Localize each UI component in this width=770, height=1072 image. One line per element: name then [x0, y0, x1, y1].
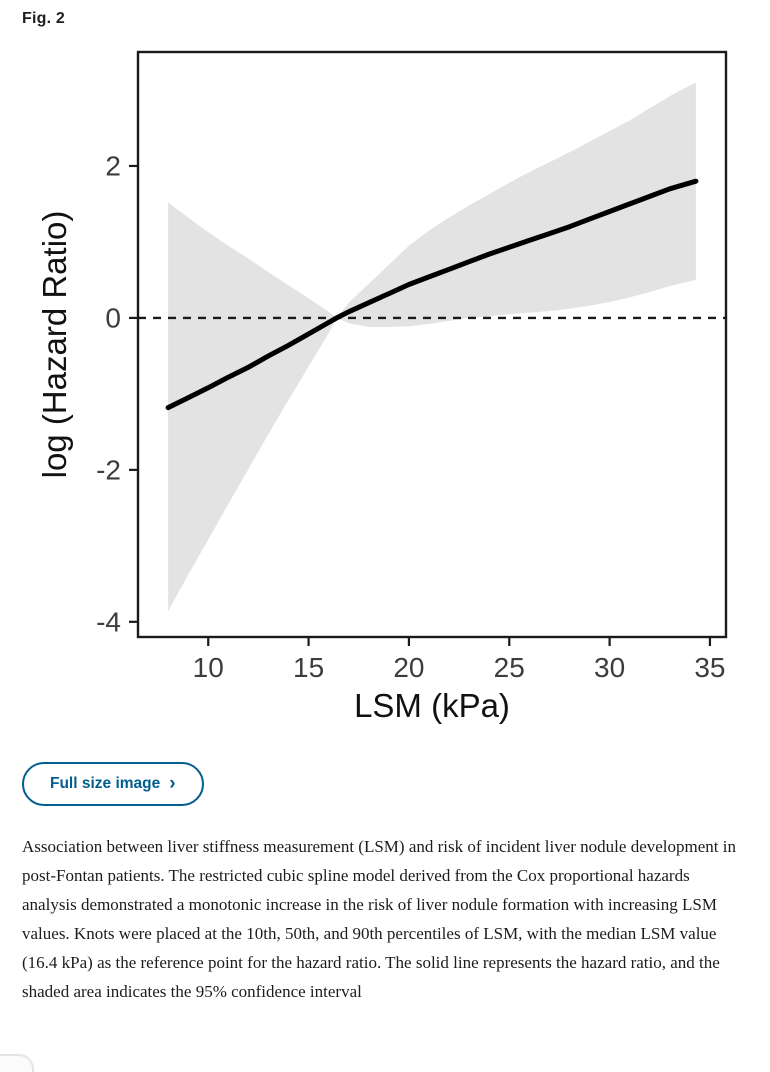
y-tick-label: 0: [105, 302, 121, 333]
full-size-image-label: Full size image: [50, 775, 161, 792]
full-size-image-button[interactable]: Full size image ›: [22, 762, 204, 806]
confidence-band: [168, 82, 696, 612]
x-tick-label: 20: [393, 652, 424, 683]
corner-widget: [0, 1054, 34, 1072]
y-tick-label: -4: [96, 606, 121, 637]
chevron-right-icon: ›: [169, 772, 176, 794]
x-axis-title: LSM (kPa): [354, 687, 510, 724]
figure-image[interactable]: 10 15 20 25 30 35 2 0 -2 -4 LSM (kPa) log (Hazard R…: [0, 0, 770, 745]
y-tick-label: -2: [96, 454, 121, 485]
figure-label: Fig. 2: [22, 10, 65, 27]
hazard-ratio-curve: [165, 178, 699, 411]
x-tick-label: 10: [193, 652, 224, 683]
figure-caption: Association between liver stiffness meas…: [22, 837, 736, 1001]
plot-frame: [136, 50, 728, 639]
x-tick-label: 15: [293, 652, 324, 683]
y-axis-title: log (Hazard Ratio): [36, 211, 73, 479]
x-tick-label: 30: [594, 652, 625, 683]
x-tick-label: 35: [694, 652, 725, 683]
x-tick-label: 25: [494, 652, 525, 683]
y-tick-label: 2: [105, 150, 121, 181]
